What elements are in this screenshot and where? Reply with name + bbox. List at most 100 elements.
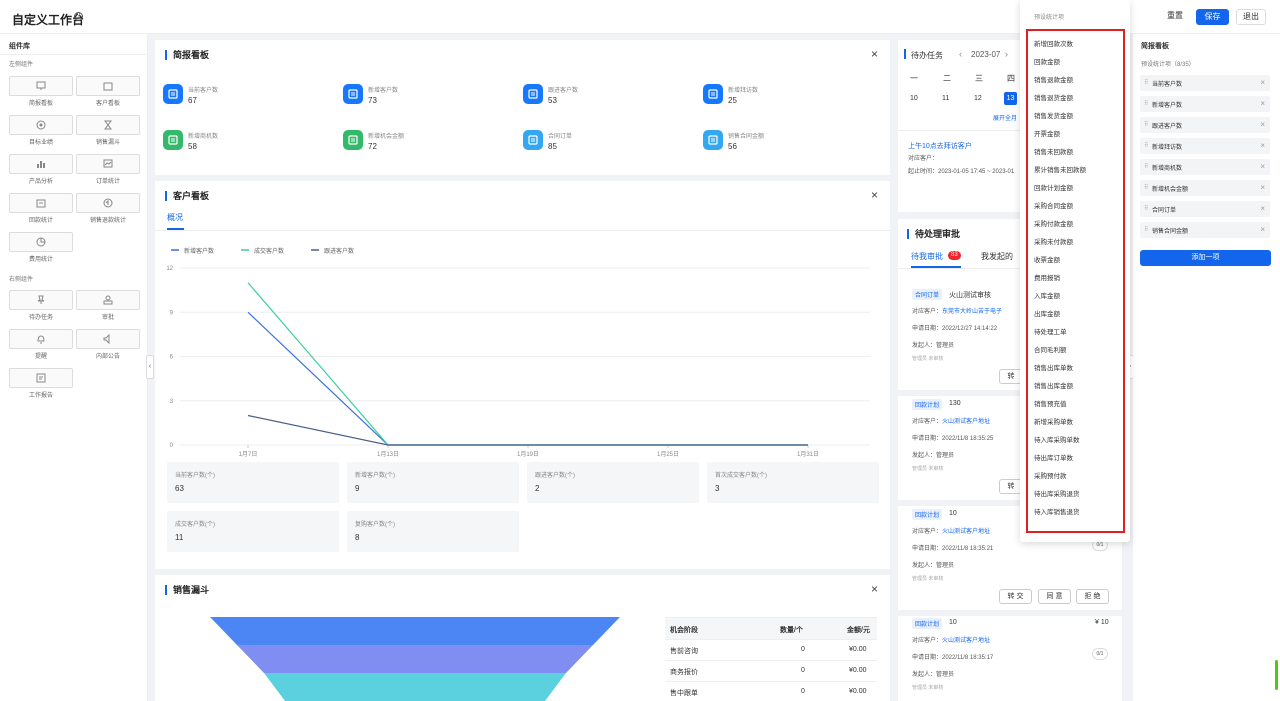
tab-overview[interactable]: 概况 bbox=[167, 213, 183, 222]
scrollbar-thumb[interactable] bbox=[1275, 660, 1278, 690]
dropdown-item[interactable]: 销售退货金额 bbox=[1034, 95, 1073, 102]
selected-item[interactable]: ⠿ 当前客户数 × bbox=[1140, 75, 1270, 91]
dropdown-item[interactable]: 销售退款金额 bbox=[1034, 77, 1073, 84]
exit-button[interactable]: 退出 bbox=[1236, 9, 1266, 25]
comp-refund[interactable] bbox=[76, 193, 140, 213]
dropdown-item[interactable]: 销售未回款额 bbox=[1034, 149, 1073, 156]
approval-name[interactable]: 10 bbox=[949, 510, 957, 517]
comp-payment[interactable] bbox=[9, 193, 73, 213]
save-button[interactable]: 保存 bbox=[1196, 9, 1229, 25]
selected-item[interactable]: ⠿ 新增拜访数 × bbox=[1140, 138, 1270, 154]
selected-item[interactable]: ⠿ 新增商机数 × bbox=[1140, 159, 1270, 175]
approval-name[interactable]: 130 bbox=[949, 400, 961, 407]
comp-product[interactable] bbox=[9, 154, 73, 174]
calendar-day[interactable]: 12 bbox=[974, 95, 982, 102]
dropdown-item[interactable]: 采购预付款 bbox=[1034, 473, 1067, 480]
dropdown-item[interactable]: 入库金额 bbox=[1034, 293, 1060, 300]
dropdown-item[interactable]: 销售发货金额 bbox=[1034, 113, 1073, 120]
approval-name[interactable]: 10 bbox=[949, 619, 957, 626]
dropdown-item[interactable]: 回款计划金额 bbox=[1034, 185, 1073, 192]
tab-my-approval[interactable]: 待我审批 bbox=[911, 252, 943, 261]
transfer-button[interactable]: 转 交 bbox=[999, 589, 1032, 604]
approval-name[interactable]: 火山测试审核 bbox=[949, 292, 991, 299]
dropdown-item[interactable]: 收票金额 bbox=[1034, 257, 1060, 264]
selected-item[interactable]: ⠿ 合同订单 × bbox=[1140, 201, 1270, 217]
close-icon[interactable]: × bbox=[871, 47, 879, 61]
next-month-icon[interactable]: › bbox=[1005, 49, 1008, 59]
reject-button[interactable]: 拒 绝 bbox=[1076, 589, 1109, 604]
dropdown-item[interactable]: 累计销售未回款额 bbox=[1034, 167, 1086, 174]
dropdown-item[interactable]: 开票金额 bbox=[1034, 131, 1060, 138]
comp-approval[interactable] bbox=[76, 290, 140, 310]
dropdown-item[interactable]: 回款金额 bbox=[1034, 59, 1060, 66]
component-library: 组件库 左侧组件 简报看板 客户看板 目标业绩 销售漏斗 产品分析 订单统计 回… bbox=[0, 34, 148, 701]
remove-icon[interactable]: × bbox=[1260, 204, 1265, 213]
customer-link[interactable]: 火山测试客户地址 bbox=[942, 638, 991, 644]
dropdown-item[interactable]: 新增采购单数 bbox=[1034, 419, 1073, 426]
calendar-day[interactable]: 11 bbox=[942, 95, 950, 102]
dropdown-item[interactable]: 销售预充值 bbox=[1034, 401, 1067, 408]
comp-reminder[interactable] bbox=[9, 329, 73, 349]
dropdown-item[interactable]: 待处理工单 bbox=[1034, 329, 1067, 336]
drag-handle-icon[interactable]: ⠿ bbox=[1144, 101, 1149, 107]
comp-label: 待办任务 bbox=[28, 315, 53, 321]
drag-handle-icon[interactable]: ⠿ bbox=[1144, 80, 1149, 86]
remove-icon[interactable]: × bbox=[1260, 141, 1265, 150]
drag-handle-icon[interactable]: ⠿ bbox=[1144, 185, 1149, 191]
comp-todo[interactable] bbox=[9, 290, 73, 310]
comp-notice[interactable] bbox=[76, 329, 140, 349]
dropdown-item[interactable]: 采购合同金额 bbox=[1034, 203, 1073, 210]
calendar-day[interactable]: 10 bbox=[910, 95, 918, 102]
calendar-day-selected[interactable]: 13 bbox=[1004, 92, 1017, 105]
customer-link[interactable]: 火山测试客户地址 bbox=[942, 419, 991, 425]
event-title[interactable]: 上午10点去拜访客户 bbox=[908, 143, 972, 150]
add-item-button[interactable]: 添加一项 bbox=[1140, 250, 1271, 266]
remove-icon[interactable]: × bbox=[1260, 78, 1265, 87]
dropdown-item[interactable]: 新增回款次数 bbox=[1034, 41, 1073, 48]
comp-order[interactable] bbox=[76, 154, 140, 174]
expand-month-link[interactable]: 展开全月 bbox=[993, 116, 1018, 122]
dropdown-item[interactable]: 销售出库金额 bbox=[1034, 383, 1073, 390]
dropdown-item[interactable]: 待入库采购单数 bbox=[1034, 437, 1080, 444]
remove-icon[interactable]: × bbox=[1260, 183, 1265, 192]
dropdown-item[interactable]: 出库金额 bbox=[1034, 311, 1060, 318]
dropdown-item[interactable]: 合同毛利额 bbox=[1034, 347, 1067, 354]
close-icon[interactable]: × bbox=[871, 582, 879, 596]
drag-handle-icon[interactable]: ⠿ bbox=[1144, 143, 1149, 149]
remove-icon[interactable]: × bbox=[1260, 225, 1265, 234]
dropdown-item[interactable]: 采购未付款额 bbox=[1034, 239, 1073, 246]
reset-button[interactable]: 重置 bbox=[1160, 9, 1190, 25]
collapse-left-handle[interactable]: ‹ bbox=[146, 355, 154, 379]
dropdown-item[interactable]: 待入库销售退货 bbox=[1034, 509, 1080, 516]
dropdown-item[interactable]: 销售出库单数 bbox=[1034, 365, 1073, 372]
settings-panel: 简报看板 预设统计项（8/35） ⠿ 当前客户数 × ⠿ 新增客户数 × ⠿ 跟进客户数 × ⠿ 新… bbox=[1133, 34, 1280, 701]
dropdown-item[interactable]: 待出库订单数 bbox=[1034, 455, 1073, 462]
selected-item[interactable]: ⠿ 新增机会金额 × bbox=[1140, 180, 1270, 196]
dropdown-item[interactable]: 采购付款金额 bbox=[1034, 221, 1073, 228]
remove-icon[interactable]: × bbox=[1260, 99, 1265, 108]
comp-funnel[interactable] bbox=[76, 115, 140, 135]
drag-handle-icon[interactable]: ⠿ bbox=[1144, 164, 1149, 170]
drag-handle-icon[interactable]: ⠿ bbox=[1144, 206, 1149, 212]
customer-link[interactable]: 东莞市大岭山苦于电子 bbox=[942, 309, 1003, 315]
dropdown-item[interactable]: 费用报销 bbox=[1034, 275, 1060, 282]
comp-brief-board[interactable] bbox=[9, 76, 73, 96]
remove-icon[interactable]: × bbox=[1260, 162, 1265, 171]
comp-expense[interactable] bbox=[9, 232, 73, 252]
help-icon[interactable]: ? bbox=[74, 12, 83, 21]
selected-item[interactable]: ⠿ 新增客户数 × bbox=[1140, 96, 1270, 112]
tab-sent[interactable]: 我发起的 bbox=[981, 252, 1013, 261]
selected-item[interactable]: ⠿ 销售合同金额 × bbox=[1140, 222, 1270, 238]
comp-report[interactable] bbox=[9, 368, 73, 388]
selected-item[interactable]: ⠿ 跟进客户数 × bbox=[1140, 117, 1270, 133]
drag-handle-icon[interactable]: ⠿ bbox=[1144, 122, 1149, 128]
close-icon[interactable]: × bbox=[871, 188, 879, 202]
prev-month-icon[interactable]: ‹ bbox=[959, 49, 962, 59]
comp-customer-board[interactable] bbox=[76, 76, 140, 96]
drag-handle-icon[interactable]: ⠿ bbox=[1144, 227, 1149, 233]
agree-button[interactable]: 同 意 bbox=[1038, 589, 1071, 604]
dropdown-item[interactable]: 待出库采购退货 bbox=[1034, 491, 1080, 498]
comp-target[interactable] bbox=[9, 115, 73, 135]
remove-icon[interactable]: × bbox=[1260, 120, 1265, 129]
customer-link[interactable]: 火山测试客户地址 bbox=[942, 529, 991, 535]
